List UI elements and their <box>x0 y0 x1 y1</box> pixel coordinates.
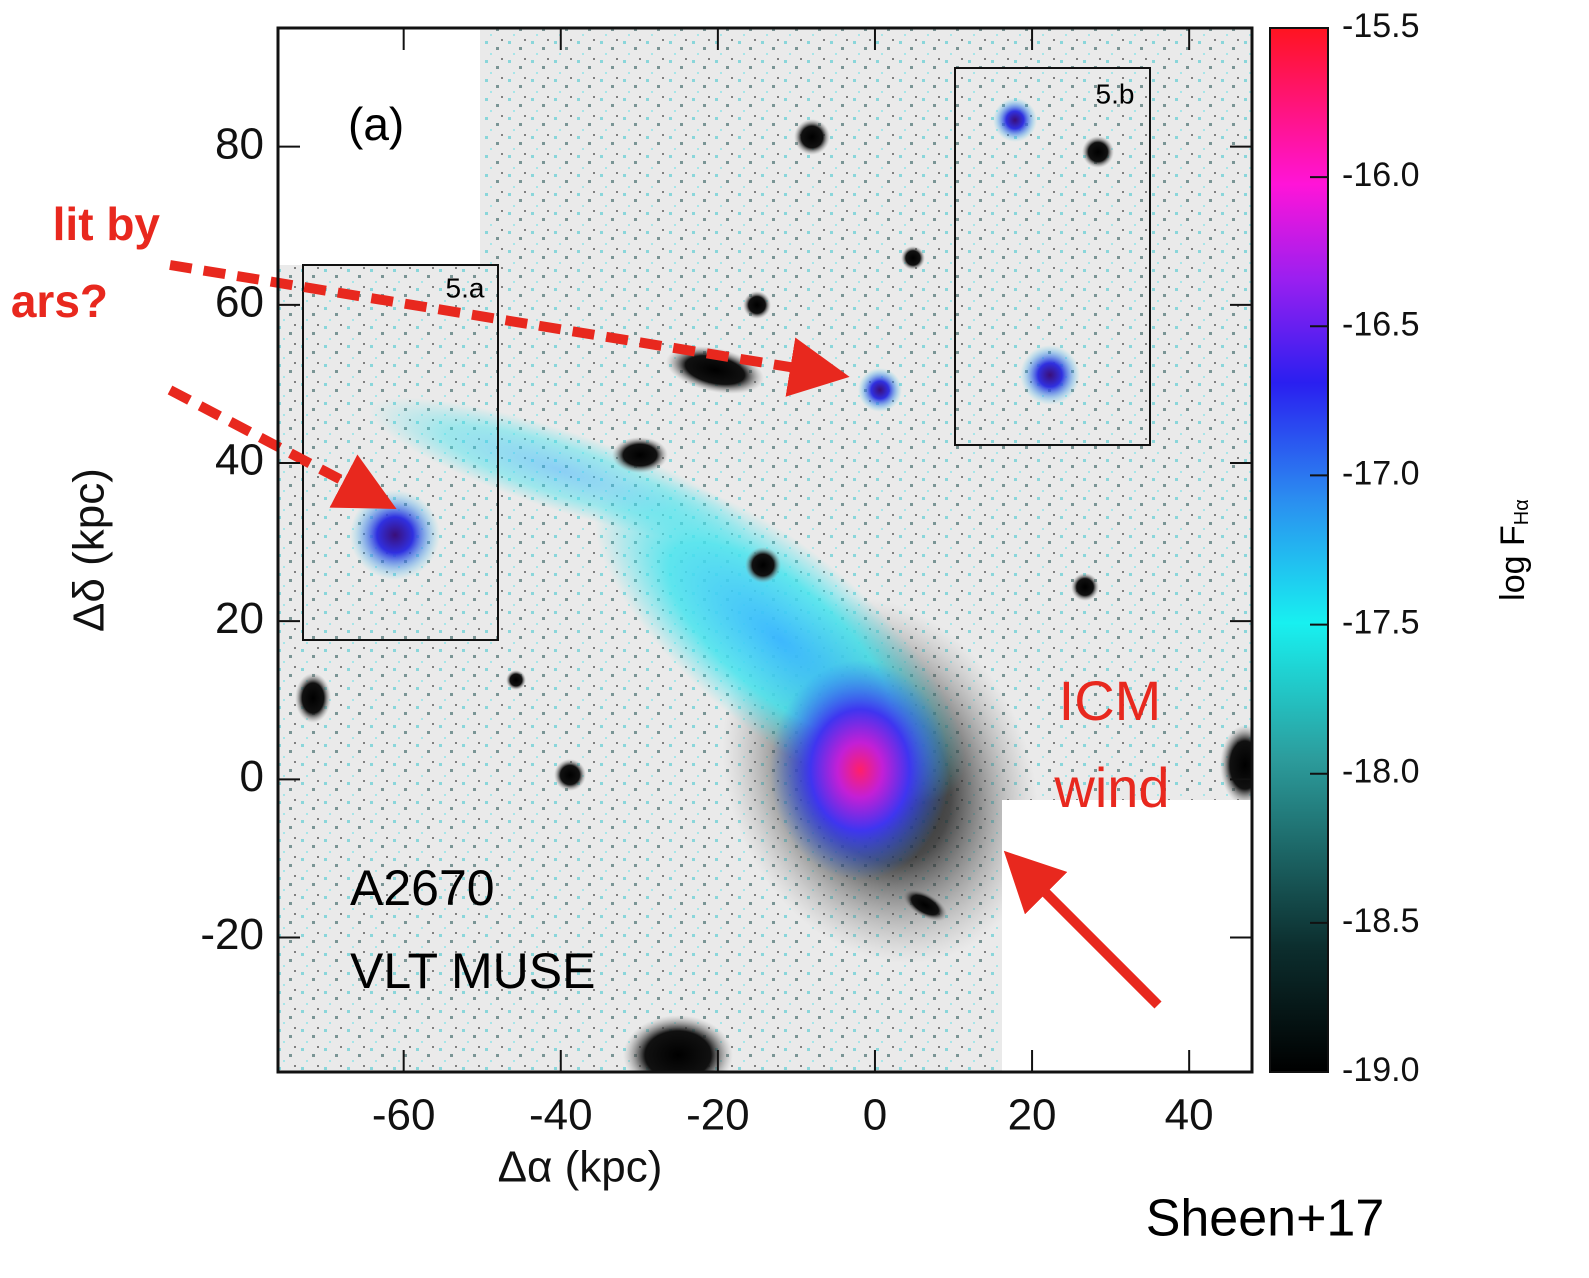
x-tick-label: 40 <box>1165 1091 1214 1140</box>
inset-box <box>954 67 1151 446</box>
y-axis-label: Δδ (kpc) <box>65 468 114 632</box>
x-axis-label: Δα (kpc) <box>498 1143 663 1192</box>
colorbar-tick-label: -16.5 <box>1342 305 1420 343</box>
arrow <box>167 385 397 509</box>
colorbar-label-sub: Hα <box>1511 499 1533 525</box>
y-tick-label: 60 <box>215 277 264 326</box>
x-tick-label: -40 <box>529 1091 593 1140</box>
colorbar-tick-label: -17.0 <box>1342 454 1420 492</box>
colorbar <box>1269 27 1329 1073</box>
inset-box <box>302 264 499 641</box>
x-tick-label: 20 <box>1008 1091 1057 1140</box>
annotation: ars? <box>11 275 108 327</box>
colorbar-tick-label: -18.5 <box>1342 902 1420 940</box>
colorbar-tick-label: -19.0 <box>1342 1051 1420 1089</box>
colorbar-tick-label: -15.5 <box>1342 7 1420 45</box>
colorbar-label-main: log F <box>1494 525 1532 601</box>
annotation: A2670 <box>350 860 495 916</box>
y-tick-label: 0 <box>240 752 264 801</box>
credit: Sheen+17 <box>1146 1190 1385 1248</box>
panel-label: (a) <box>348 98 404 150</box>
colorbar-label: log FHα <box>1494 499 1533 601</box>
box-label: 5.b <box>1096 78 1135 109</box>
x-tick-label: -60 <box>372 1091 436 1140</box>
x-tick-label: 0 <box>863 1091 887 1140</box>
arrow <box>1003 850 1162 1009</box>
colorbar-tick-label: -18.0 <box>1342 753 1420 791</box>
colorbar-tick-label: -17.5 <box>1342 604 1420 642</box>
colorbar-tick-label: -16.0 <box>1342 156 1420 194</box>
image <box>278 28 1252 1072</box>
y-tick-label: -20 <box>200 910 264 959</box>
y-tick-label: 40 <box>215 436 264 485</box>
y-tick-label: 20 <box>215 594 264 643</box>
annotation: lit by <box>53 198 161 250</box>
annotation: wind <box>1053 756 1169 819</box>
box-label: 5.a <box>446 272 485 303</box>
x-tick-label: -20 <box>686 1091 750 1140</box>
annotation: ICM <box>1059 669 1162 732</box>
annotation: VLT MUSE <box>350 943 595 999</box>
plot-frame <box>276 26 1254 1074</box>
y-tick-label: 80 <box>215 119 264 168</box>
